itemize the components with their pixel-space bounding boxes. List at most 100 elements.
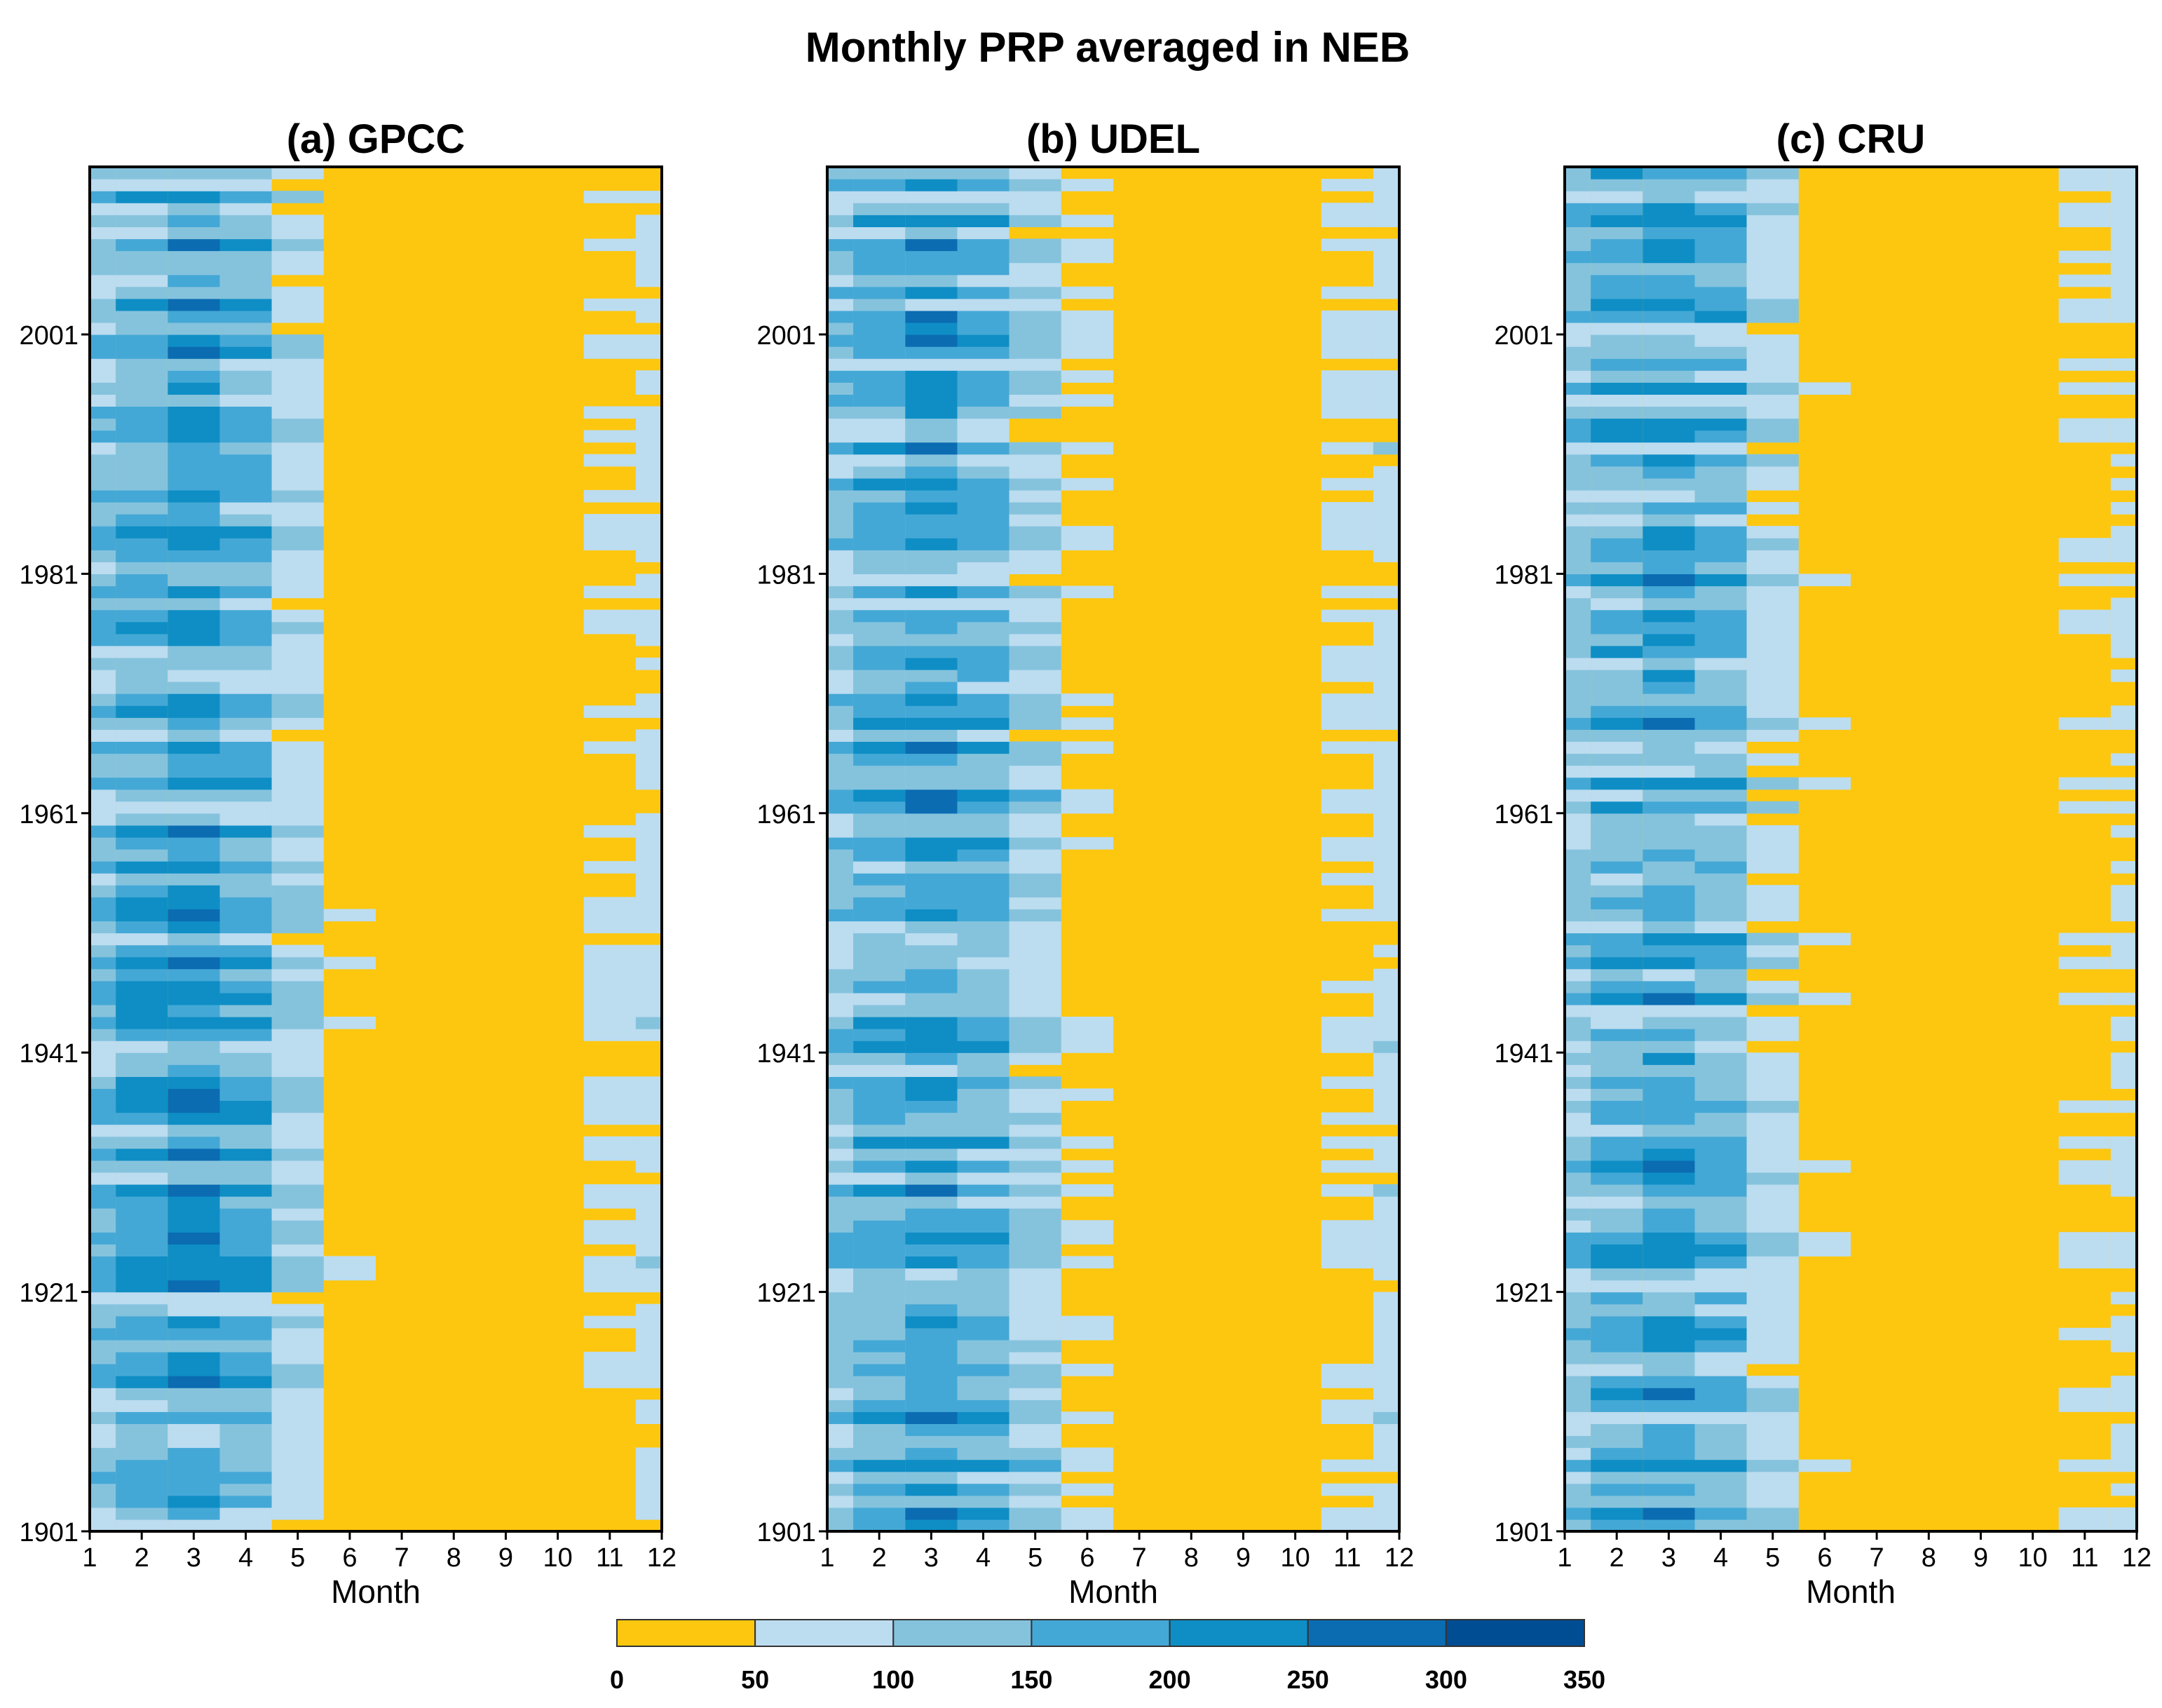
contour-cell <box>853 1232 906 1245</box>
contour-cell <box>1009 298 1061 311</box>
contour-cell <box>1061 334 1113 347</box>
contour-cell <box>905 933 958 946</box>
contour-cell <box>271 992 324 1005</box>
contour-cell <box>905 226 958 240</box>
contour-cell <box>957 574 1009 587</box>
contour-cell <box>957 442 1009 455</box>
contour-cell <box>1694 310 1747 323</box>
contour-cell <box>853 406 906 419</box>
contour-cell <box>116 262 168 276</box>
contour-cell <box>1373 1411 1399 1424</box>
x-tick-label: 9 <box>1236 1543 1251 1573</box>
contour-cell <box>219 1041 272 1053</box>
contour-cell <box>1746 382 1799 395</box>
x-axis-label: Month <box>331 1573 421 1610</box>
contour-cell <box>2110 861 2137 874</box>
contour-cell <box>168 1507 220 1520</box>
contour-cell <box>1746 1148 1799 1161</box>
contour-cell <box>2110 1519 2137 1531</box>
colorbar-label: 50 <box>741 1665 769 1694</box>
contour-cell <box>2110 1292 2137 1305</box>
contour-cell <box>116 526 168 538</box>
contour-cell <box>168 836 220 850</box>
contour-cell <box>1373 1160 1399 1173</box>
contour-cell <box>1694 370 1747 383</box>
contour-cell <box>1746 167 1799 179</box>
contour-cell <box>1643 442 1695 455</box>
contour-cell <box>1565 1315 1591 1329</box>
contour-cell <box>1643 226 1695 240</box>
contour-cell <box>1321 1376 1373 1388</box>
contour-cell <box>90 574 116 587</box>
contour-cell <box>905 597 958 611</box>
contour-cell <box>1321 1483 1373 1496</box>
contour-cell <box>905 729 958 742</box>
contour-cell <box>1643 1124 1695 1137</box>
contour-cell <box>2110 1160 2137 1173</box>
contour-cell <box>905 310 958 323</box>
contour-cell <box>1746 1411 1799 1424</box>
contour-cell <box>827 657 854 670</box>
contour-cell <box>1694 1351 1747 1364</box>
contour-cell <box>219 382 272 395</box>
contour-cell <box>271 1172 324 1185</box>
contour-cell <box>827 418 854 431</box>
contour-cell <box>168 705 220 718</box>
contour-cell <box>90 538 116 550</box>
contour-cell <box>1694 1388 1747 1400</box>
contour-cell <box>1643 765 1695 778</box>
contour-cell <box>1565 310 1591 323</box>
contour-cell <box>271 1100 324 1113</box>
contour-cell <box>219 1029 272 1041</box>
contour-cell <box>905 1004 958 1017</box>
contour-cell <box>957 262 1009 276</box>
contour-cell <box>1798 717 1851 730</box>
contour-cell <box>957 550 1009 562</box>
contour-cell <box>905 717 958 730</box>
contour-cell <box>1694 1136 1747 1149</box>
contour-cell <box>168 585 220 599</box>
contour-cell <box>1643 1196 1695 1209</box>
contour-cell <box>1591 1399 1643 1412</box>
contour-cell <box>168 1124 220 1137</box>
contour-cell <box>116 980 168 994</box>
contour-cell <box>1591 1411 1643 1424</box>
contour-cell <box>635 1208 662 1221</box>
contour-cell <box>1746 1423 1799 1437</box>
contour-cell <box>1565 1244 1591 1256</box>
contour-cell <box>1591 286 1643 299</box>
contour-cell <box>116 1220 168 1233</box>
contour-cell <box>1694 621 1747 635</box>
contour-cell <box>1591 514 1643 527</box>
contour-cell <box>583 1100 636 1113</box>
contour-cell <box>1694 1376 1747 1388</box>
contour-cell <box>957 538 1009 550</box>
contour-cell <box>1321 1136 1373 1149</box>
contour-cell <box>1694 562 1747 574</box>
contour-cell <box>1321 1507 1373 1520</box>
contour-cell <box>1746 1292 1799 1305</box>
contour-cell <box>1009 322 1061 335</box>
contour-cell <box>1009 1244 1061 1256</box>
contour-cell <box>271 1507 324 1520</box>
contour-cell <box>168 322 220 335</box>
contour-cell <box>905 682 958 694</box>
contour-cell <box>853 1435 906 1449</box>
contour-cell <box>116 1172 168 1185</box>
contour-cell <box>271 1136 324 1149</box>
x-tick-label: 12 <box>2122 1543 2151 1573</box>
contour-cell <box>1591 203 1643 215</box>
contour-cell <box>853 585 906 599</box>
contour-cell <box>1643 1292 1695 1305</box>
contour-cell <box>219 1196 272 1209</box>
contour-cell <box>1694 1232 1747 1245</box>
contour-cell <box>1009 286 1061 299</box>
contour-cell <box>271 1423 324 1437</box>
contour-cell <box>2110 1459 2137 1472</box>
contour-cell <box>905 980 958 994</box>
contour-cell <box>2110 1399 2137 1412</box>
contour-cell <box>905 849 958 862</box>
contour-cell <box>1591 310 1643 323</box>
contour-cell <box>1009 1507 1061 1520</box>
contour-cell <box>1746 191 1799 203</box>
